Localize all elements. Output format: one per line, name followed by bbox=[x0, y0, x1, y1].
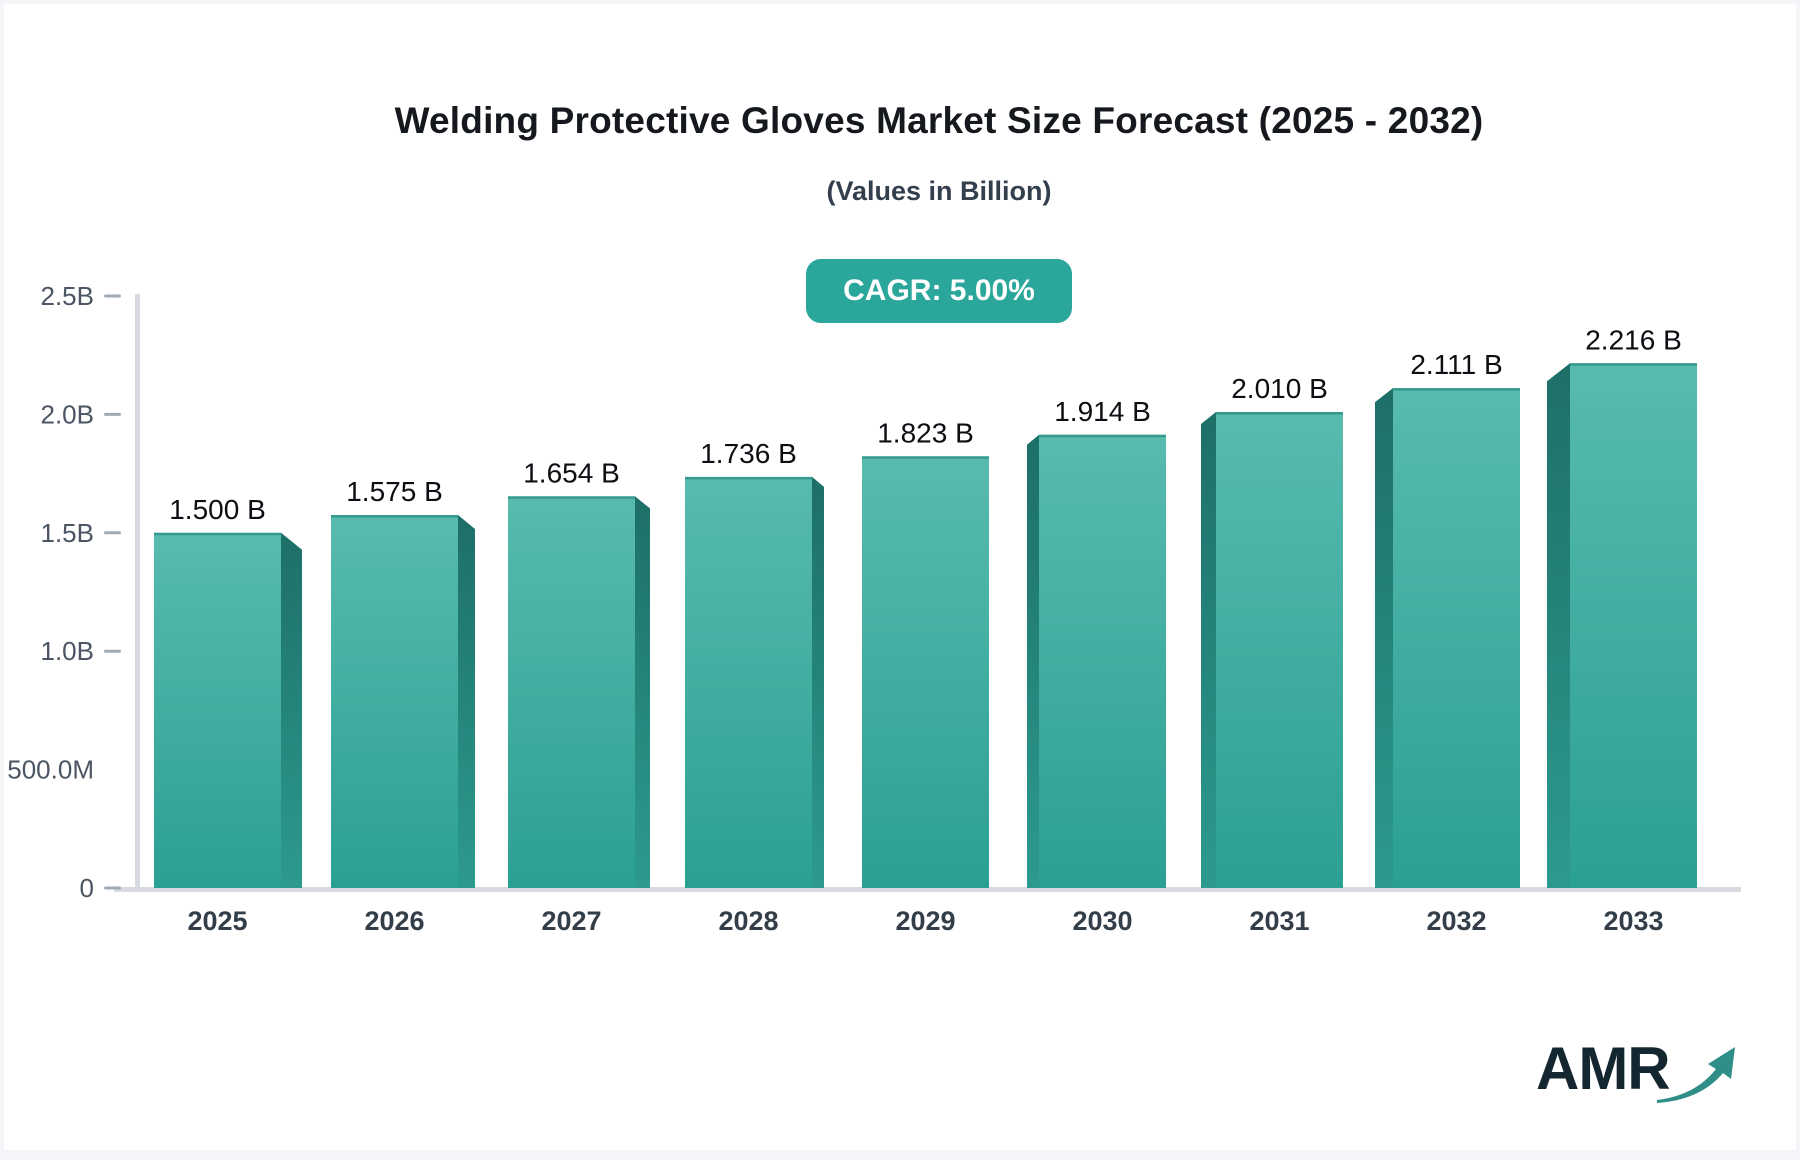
bar-top-edge-2026 bbox=[331, 515, 458, 518]
y-axis-line bbox=[135, 294, 140, 892]
bar-side-face-2030 bbox=[1027, 434, 1039, 888]
bar-top-edge-2033 bbox=[1570, 363, 1697, 366]
bar-value-label: 2.216 B bbox=[1585, 324, 1682, 355]
bar-value-label: 1.575 B bbox=[346, 476, 443, 507]
bar-2030 bbox=[1039, 434, 1166, 888]
bar-top-edge-2027 bbox=[508, 496, 635, 499]
bar-chart: 0 500.0M 1.0B 1.5B 2.0B 2.5B 1.500 B 2025 1.575 … bbox=[7, 281, 1741, 936]
cagr-badge-row: CAGR: 5.00% bbox=[74, 259, 1800, 323]
y-tick-dash bbox=[104, 412, 121, 416]
bar-value-label: 1.914 B bbox=[1054, 396, 1151, 427]
y-tick-label: 2.5B bbox=[41, 281, 95, 311]
growth-arrow-icon bbox=[1657, 1047, 1735, 1103]
y-tick-dash bbox=[104, 531, 121, 535]
bar-top-edge-2030 bbox=[1039, 434, 1166, 438]
chart-subtitle: (Values in Billion) bbox=[826, 176, 1052, 206]
bar-value-label: 1.654 B bbox=[523, 457, 620, 488]
bar-side-face-2031 bbox=[1201, 412, 1216, 888]
bar-value-label: 1.736 B bbox=[700, 438, 797, 469]
y-tick-label: 1.5B bbox=[41, 518, 95, 548]
x-axis-line bbox=[114, 887, 1741, 892]
bar-2031 bbox=[1216, 412, 1343, 888]
chart-card: Welding Protective Gloves Market Size Fo… bbox=[4, 4, 1796, 1150]
y-tick-dash bbox=[104, 886, 121, 890]
bar-2033 bbox=[1570, 363, 1697, 888]
bar-side-face-2028 bbox=[812, 476, 824, 888]
x-tick-label: 2027 bbox=[541, 906, 601, 936]
bar-2027 bbox=[508, 496, 635, 888]
bar-side-face-2025 bbox=[281, 532, 302, 888]
bar-2028 bbox=[685, 476, 812, 888]
x-tick-label: 2029 bbox=[895, 906, 955, 936]
cagr-badge: CAGR: 5.00% bbox=[806, 259, 1072, 323]
bar-value-label: 1.823 B bbox=[877, 417, 974, 448]
bar-top-edge-2028 bbox=[685, 476, 812, 480]
y-tick-dash bbox=[104, 294, 121, 298]
bar-value-label: 2.010 B bbox=[1231, 373, 1328, 404]
x-tick-label: 2032 bbox=[1426, 906, 1486, 936]
y-tick-label: 1.0B bbox=[41, 636, 95, 666]
chart-title: Welding Protective Gloves Market Size Fo… bbox=[394, 100, 1484, 141]
bar-2025 bbox=[154, 532, 281, 888]
bar-side-face-2027 bbox=[635, 496, 650, 888]
x-tick-label: 2030 bbox=[1072, 906, 1132, 936]
bar-value-label: 1.500 B bbox=[169, 494, 266, 525]
bar-top-edge-2029 bbox=[862, 456, 989, 459]
bar-side-face-2033 bbox=[1547, 363, 1570, 888]
amr-logo-text: AMR bbox=[1536, 1035, 1671, 1102]
bar-side-face-2026 bbox=[458, 515, 475, 888]
y-tick-label: 500.0M bbox=[7, 755, 94, 785]
y-tick-dash bbox=[104, 649, 121, 653]
x-tick-label: 2025 bbox=[187, 906, 247, 936]
x-tick-label: 2033 bbox=[1603, 906, 1663, 936]
amr-logo: AMR bbox=[1536, 1034, 1766, 1124]
y-tick-label: 0 bbox=[80, 873, 94, 903]
x-tick-label: 2028 bbox=[718, 906, 778, 936]
bar-value-label: 2.111 B bbox=[1410, 349, 1502, 380]
bar-2026 bbox=[331, 515, 458, 888]
bar-side-face-2032 bbox=[1375, 388, 1393, 888]
x-tick-label: 2031 bbox=[1249, 906, 1309, 936]
y-tick-label: 2.0B bbox=[41, 399, 95, 429]
bar-top-edge-2031 bbox=[1216, 412, 1343, 415]
bar-2032 bbox=[1393, 388, 1520, 888]
bar-top-edge-2025 bbox=[154, 532, 281, 536]
bar-top-edge-2032 bbox=[1393, 388, 1520, 391]
bar-2029 bbox=[862, 456, 989, 888]
x-tick-label: 2026 bbox=[364, 906, 424, 936]
